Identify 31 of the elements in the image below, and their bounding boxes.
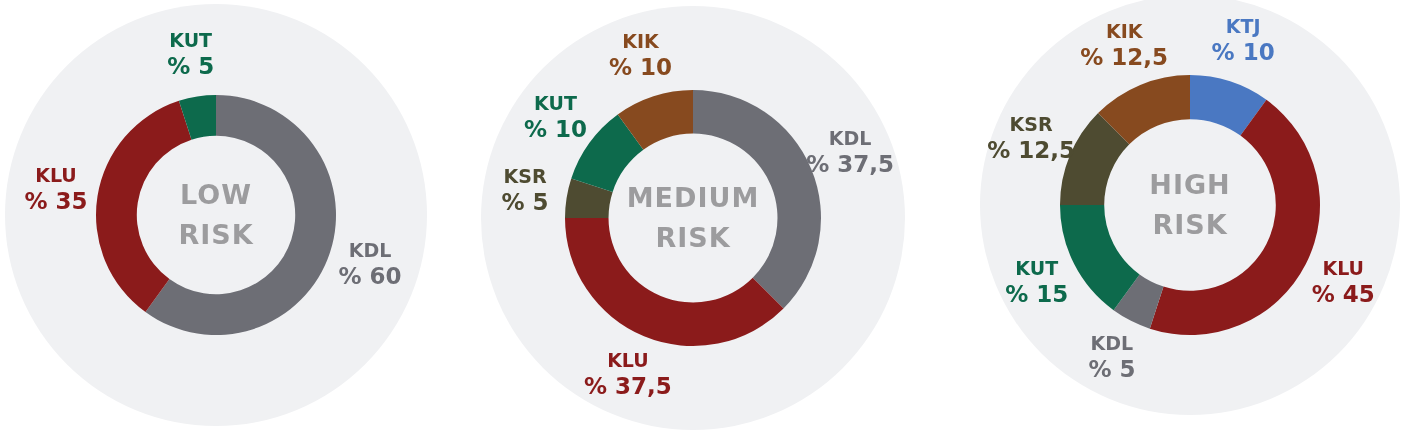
data-label: % 35 — [24, 187, 88, 214]
slice-label: KIK — [622, 30, 660, 53]
data-label: % 12,5 — [987, 137, 1075, 164]
slice-label: KSR — [503, 165, 547, 188]
data-label: % 5 — [501, 189, 549, 216]
text: HIGH RISK — [1148, 168, 1232, 242]
data-label: % 5 — [167, 52, 215, 79]
slice-label: KIK — [1105, 20, 1144, 43]
data-label: % 10 — [523, 116, 587, 143]
slice-label: KUT — [169, 28, 213, 51]
text: LOW RISK — [177, 178, 255, 252]
data-label: % 10 — [608, 54, 672, 81]
slice-label: KTJ — [1225, 15, 1261, 38]
slice-label: KLU — [35, 163, 77, 186]
slice-label: KSR — [1009, 113, 1053, 136]
data-label: % 10 — [1211, 39, 1275, 66]
data-label: % 45 — [1311, 281, 1375, 308]
slice-label: KDL — [1090, 332, 1134, 355]
data-label: % 37,5 — [584, 373, 672, 400]
slice-label: KDL — [348, 239, 392, 261]
text: MEDIUM RISK — [625, 181, 761, 255]
slice-label: KLU — [1322, 257, 1365, 280]
data-label: % 15 — [1005, 281, 1069, 308]
data-label: % 5 — [1088, 356, 1136, 383]
data-label: % 60 — [338, 263, 402, 290]
data-label: % 37,5 — [806, 150, 894, 177]
slice-label: KDL — [828, 126, 872, 149]
data-label: % 12,5 — [1080, 44, 1169, 71]
slice-label: KUT — [534, 92, 577, 115]
slice-label: KUT — [1015, 257, 1059, 280]
slice-label: KLU — [607, 349, 649, 371]
